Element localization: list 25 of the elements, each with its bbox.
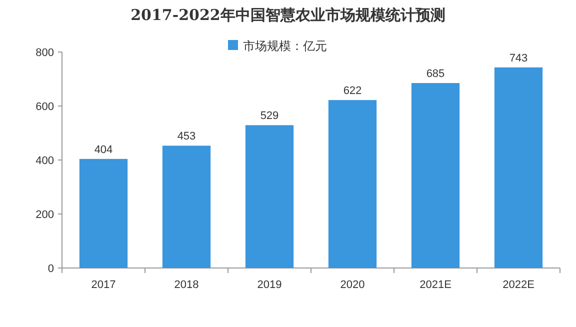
data-label: 453	[177, 130, 196, 143]
bar	[162, 146, 211, 268]
x-tick-label: 2020	[340, 279, 365, 291]
bar	[411, 83, 460, 268]
y-tick-label: 200	[36, 209, 54, 221]
data-label: 743	[509, 52, 528, 64]
data-label: 404	[94, 144, 113, 156]
x-tick-label: 2018	[174, 279, 199, 291]
legend-label: 市场规模：亿元	[243, 39, 327, 53]
data-label: 529	[260, 110, 279, 122]
bar	[494, 67, 543, 268]
data-label: 622	[343, 85, 362, 98]
x-tick-label: 2021E	[420, 279, 452, 291]
x-tick-label: 2022E	[502, 279, 534, 291]
data-label: 685	[426, 68, 445, 80]
x-tick-label: 2019	[257, 279, 282, 291]
bar	[79, 158, 128, 268]
chart-title: 2017-2022年中国智慧农业市场规模统计预测	[130, 6, 446, 24]
bar	[328, 100, 377, 268]
y-tick-label: 0	[48, 263, 54, 275]
bar	[245, 125, 294, 268]
x-tick-label: 2017	[91, 279, 116, 291]
y-tick-label: 600	[36, 101, 54, 113]
y-tick-label: 400	[36, 155, 54, 167]
y-tick-label: 800	[36, 47, 54, 59]
